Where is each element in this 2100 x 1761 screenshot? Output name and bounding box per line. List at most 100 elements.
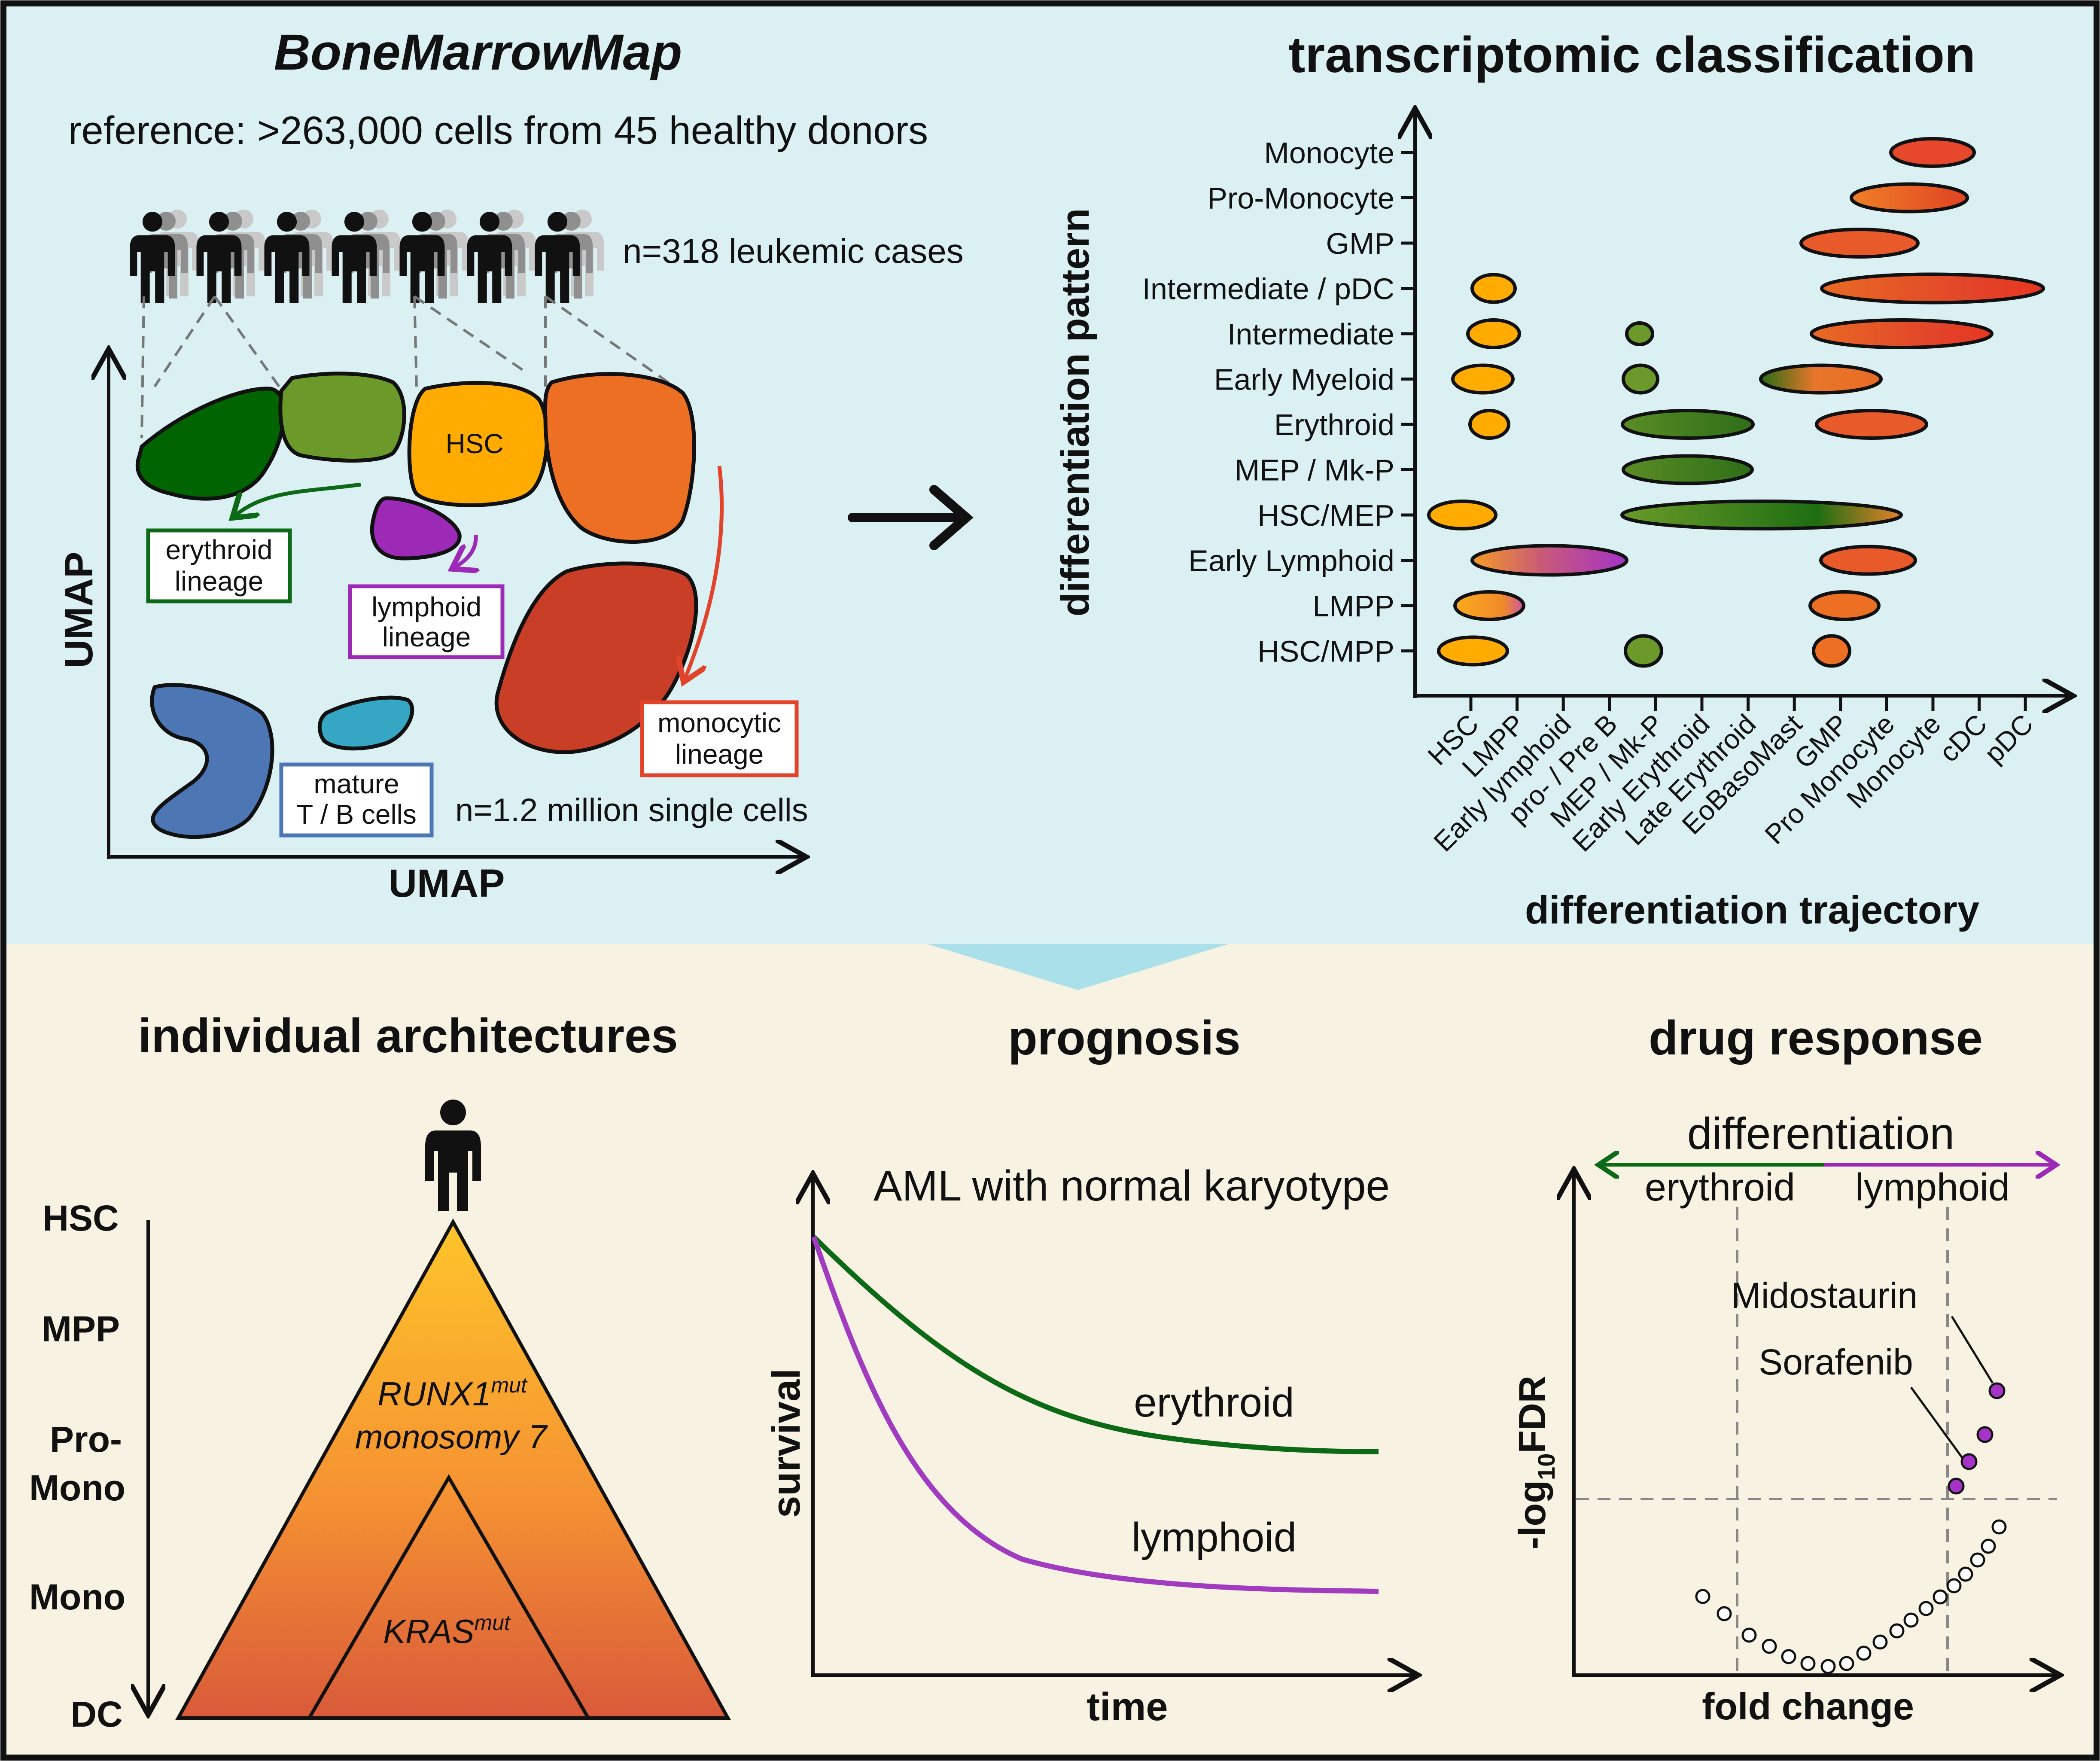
midostaurin-label: Midostaurin	[1731, 1275, 1917, 1316]
donor-person-icon	[467, 212, 512, 303]
lymphoid-direction-label: lymphoid	[1855, 1166, 2010, 1209]
volcano-point	[1958, 1566, 1973, 1582]
differentiation-trajectory-label: differentiation trajectory	[1525, 888, 1979, 932]
fdr-label-pre: -log	[1511, 1480, 1553, 1549]
clone2-sup: mut	[475, 1611, 511, 1635]
donor-person-icon	[399, 212, 445, 303]
donor-person-icon	[535, 212, 580, 303]
volcano-points	[1695, 1382, 2007, 1674]
umap-y-label: UMAP	[57, 552, 101, 668]
ellipse-hscmpp-mep	[1624, 634, 1663, 668]
clone2-mutation: KRASmut	[383, 1611, 511, 1650]
fdr-label-post: FDR	[1511, 1376, 1553, 1453]
volcano-point	[1970, 1552, 1985, 1568]
pattern-label: Intermediate	[1227, 317, 1394, 351]
mature-cells-line2: T / B cells	[296, 799, 417, 830]
pattern-label: LMPP	[1312, 589, 1394, 623]
level-hsc: HSC	[43, 1198, 119, 1238]
survival-curve-lymphoid	[811, 1236, 1379, 1594]
ellipse-earlymyeloid-mep	[1622, 363, 1659, 395]
ellipse-erythroid-gmp	[1815, 409, 1928, 440]
cluster-purple	[370, 496, 462, 561]
ellipse-gmp	[1799, 228, 1920, 259]
panel-connector	[928, 944, 1228, 990]
prognosis-axes	[811, 1177, 1415, 1677]
erythroid-lineage-line1: erythroid	[166, 534, 273, 565]
time-axis-label: time	[1087, 1685, 1168, 1729]
level-pro-mono-2: Mono	[29, 1468, 125, 1508]
reference-text: reference: >263,000 cells from 45 health…	[68, 109, 928, 152]
umap-x-label: UMAP	[389, 862, 505, 905]
level-mono: Mono	[29, 1577, 125, 1617]
pattern-label: HSC/MEP	[1257, 499, 1394, 532]
donor-person-icon	[332, 212, 377, 303]
ellipse-pro-monocyte	[1850, 182, 1969, 213]
pattern-label: Early Myeloid	[1214, 363, 1394, 396]
erythroid-lineage-box	[146, 528, 292, 603]
volcano-hit-point	[1988, 1382, 2006, 1399]
clone1-karyotype: monosomy 7	[355, 1418, 548, 1456]
classification-ellipses	[1427, 137, 2045, 668]
cluster-orange	[543, 372, 696, 544]
volcano-point	[1762, 1639, 1777, 1654]
ellipse-interpdc-myeloid	[1820, 272, 2045, 305]
ellipse-earlylymphoid-trajectory	[1470, 544, 1628, 577]
erythroid-lineage-line2: lineage	[175, 566, 263, 597]
lymphoid-lineage-line1: lymphoid	[371, 591, 481, 622]
lymphoid-lineage-box	[348, 584, 505, 659]
volcano-point	[1933, 1589, 1948, 1605]
mature-cells-line1: mature	[313, 768, 399, 799]
cluster-teal	[317, 695, 414, 751]
monocytic-lineage-line1: monocytic	[657, 707, 781, 738]
volcano-point	[1781, 1649, 1796, 1664]
cluster-light-green	[278, 372, 406, 463]
volcano-point	[1820, 1659, 1836, 1674]
ellipse-inter-mep	[1625, 321, 1654, 346]
classification-title: transcriptomic classification	[1288, 27, 1975, 83]
fdr-label-sub: 10	[1533, 1453, 1560, 1480]
level-mpp: MPP	[42, 1309, 120, 1349]
pattern-label: MEP / Mk-P	[1235, 454, 1394, 487]
clone1-sup: mut	[491, 1373, 528, 1397]
leukemic-cases-text: n=318 leukemic cases	[623, 232, 964, 270]
cluster-dark-green	[135, 387, 286, 501]
fold-change-label: fold change	[1702, 1685, 1914, 1727]
ellipse-earlymyeloid-hsc	[1451, 363, 1515, 395]
level-pro-mono-1: Pro-	[50, 1419, 122, 1459]
donor-person-icon	[130, 212, 175, 303]
pattern-label: Erythroid	[1274, 408, 1394, 442]
ellipse-hscmep-trajectory	[1620, 500, 1903, 530]
ellipse-hscmpp-gmp	[1812, 634, 1851, 668]
volcano-point	[1903, 1612, 1919, 1628]
ellipse-hscmep-hsc	[1427, 500, 1497, 530]
pattern-label: GMP	[1326, 227, 1394, 260]
volcano-point	[1856, 1645, 1872, 1661]
lymphoid-lineage-line2: lineage	[382, 622, 471, 652]
classification-axes	[1413, 112, 2070, 698]
ellipse-lmpp-gmp	[1808, 590, 1881, 621]
mature-cells-box	[279, 762, 434, 838]
volcano-point	[1839, 1656, 1854, 1671]
pattern-axis-ticks: Monocyte Pro-Monocyte GMP Intermediate / pD…	[1142, 136, 1415, 668]
volcano-axes	[1572, 1173, 2057, 1677]
ellipse-erythroid-trajectory	[1621, 409, 1755, 440]
pattern-label: Monocyte	[1264, 136, 1394, 170]
umap-axes	[109, 352, 803, 859]
ellipse-inter-myeloid	[1810, 318, 1993, 349]
hsc-cluster-label: HSC	[445, 428, 503, 459]
clone1-mutation: RUNX1mut	[377, 1373, 528, 1413]
monocytic-lineage-box	[640, 700, 799, 777]
pattern-label: Early Lymphoid	[1188, 544, 1394, 578]
ellipse-inter-hsc	[1466, 318, 1521, 349]
neg-log10-fdr-label: -log10FDR	[1511, 1376, 1560, 1549]
donor-person-icon	[196, 212, 242, 303]
pattern-label: HSC/MPP	[1257, 635, 1394, 668]
ellipse-mep-trajectory	[1622, 454, 1754, 485]
volcano-point	[1889, 1623, 1905, 1639]
prognosis-subtitle: AML with normal karyotype	[873, 1162, 1390, 1210]
volcano-point	[1946, 1578, 1962, 1593]
volcano-hit-point	[1960, 1453, 1978, 1470]
volcano-point	[1991, 1519, 2007, 1535]
